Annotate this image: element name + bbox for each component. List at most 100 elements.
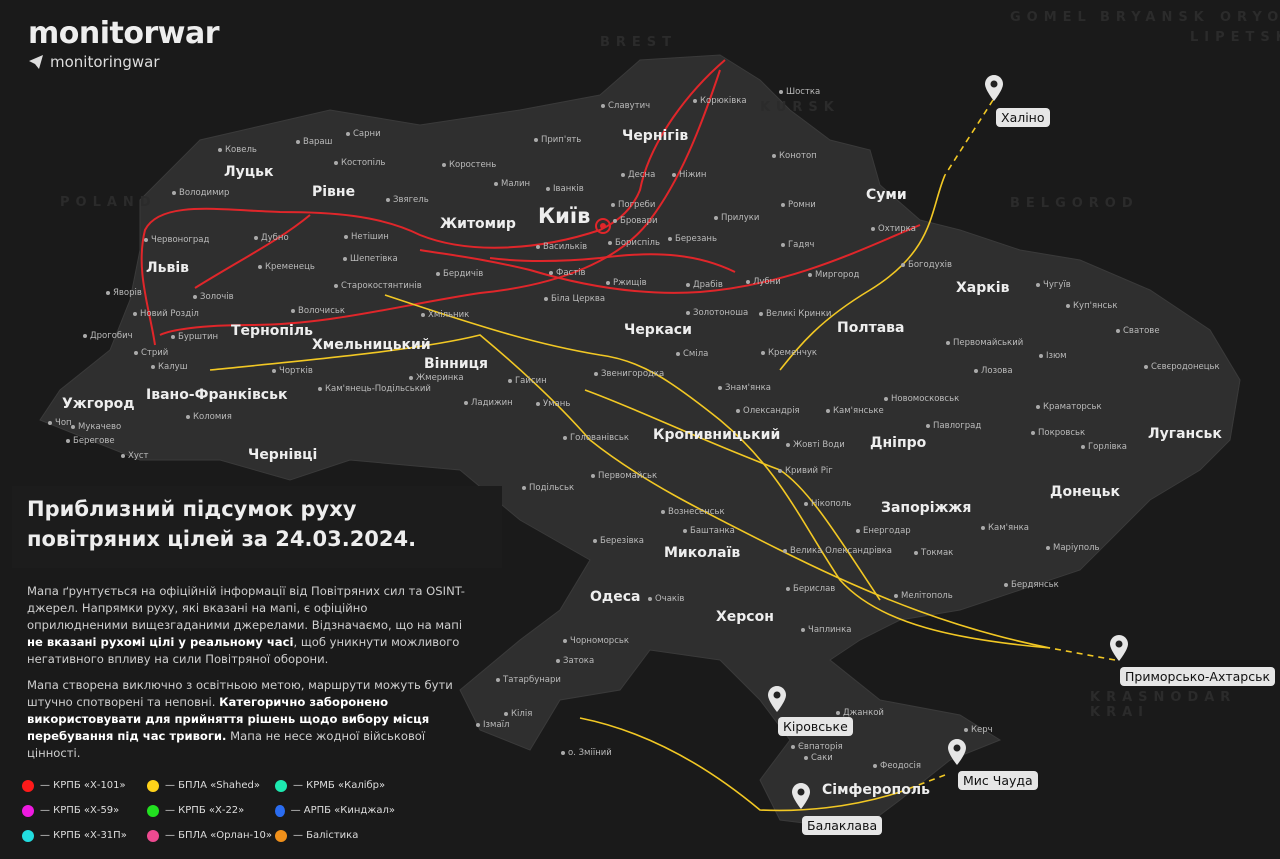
legend-label: — КРПБ «Х-59»: [40, 805, 120, 816]
major-city-label: Чернівці: [248, 447, 318, 463]
city-label: Жовті Води: [786, 440, 845, 450]
city-label: Звенигородка: [594, 369, 664, 379]
city-label: Берислав: [786, 584, 835, 594]
legend-color-dot-icon: [147, 829, 159, 842]
city-label: Волочиськ: [291, 306, 345, 316]
launch-site-label: Кіровське: [778, 717, 853, 736]
shahed-route: [779, 174, 946, 371]
major-city-label: Суми: [866, 187, 907, 203]
city-label: Березань: [668, 234, 717, 244]
city-label: Великі Кринки: [759, 309, 831, 319]
major-city-label: Кропивницький: [653, 427, 781, 443]
city-label: Лубни: [746, 277, 781, 287]
city-label: Коломия: [186, 412, 232, 422]
city-label: Прип'ять: [534, 135, 581, 145]
city-label: Новий Розділ: [133, 309, 199, 319]
city-label: Славутич: [601, 101, 650, 111]
launch-site-label: Приморсько-Ахтарськ: [1120, 667, 1276, 686]
shahed-route-dashed: [899, 774, 946, 793]
city-label: Старокостянтинів: [334, 281, 422, 291]
city-label: Мелітополь: [894, 591, 953, 601]
shahed-route: [209, 334, 1051, 649]
legend-label: — КРПБ «Х-31П»: [40, 830, 127, 841]
city-label: Вознесенськ: [661, 507, 725, 517]
city-label: Первомайськ: [591, 471, 657, 481]
city-label: Подільськ: [522, 483, 574, 493]
telegram-handle: monitoringwar: [50, 53, 160, 71]
x101-route: [194, 214, 311, 289]
legend-label: — Балістика: [293, 830, 359, 841]
legend-color-dot-icon: [147, 804, 159, 817]
city-label: Мукачево: [71, 422, 121, 432]
legend-item: — КРМБ «Калібр»: [275, 779, 395, 792]
legend-item: — КРПБ «Х-22»: [147, 804, 275, 817]
map-pin-icon: [948, 739, 966, 765]
city-label: Затока: [556, 656, 594, 666]
city-label: Володимир: [172, 188, 229, 198]
logo: monitorwar monitoringwar: [28, 16, 220, 71]
region-label: GOMEL: [1010, 10, 1092, 25]
major-city-label: Миколаїв: [664, 545, 741, 561]
major-city-label: Київ: [538, 204, 591, 228]
legend-item: — АРПБ «Кинджал»: [275, 804, 395, 817]
city-label: Хмільник: [421, 310, 469, 320]
city-label: Бердичів: [436, 269, 483, 279]
city-label: Кам'янець-Подільський: [318, 384, 431, 394]
telegram-link[interactable]: monitoringwar: [28, 53, 219, 71]
legend-label: — АРПБ «Кинджал»: [290, 805, 395, 816]
map-pin-icon: [1110, 635, 1128, 661]
x101-route: [489, 253, 736, 273]
legend-color-dot-icon: [22, 829, 34, 842]
city-label: Богодухів: [901, 260, 952, 270]
city-label: Сарни: [346, 129, 381, 139]
major-city-label: Тернопіль: [231, 323, 313, 339]
major-city-label: Харків: [956, 280, 1010, 296]
legend-row: — КРПБ «Х-101» — БПЛА «Shahed» — КРМБ «Кал…: [22, 773, 395, 798]
city-label: Погреби: [611, 200, 655, 210]
launch-site-label: Халіно: [996, 108, 1050, 127]
legend-color-dot-icon: [275, 779, 287, 792]
city-label: Фастів: [549, 268, 586, 278]
legend-row: — КРПБ «Х-31П» — БПЛА «Орлан-10» — Балісти…: [22, 823, 395, 848]
city-label: Прилуки: [714, 213, 759, 223]
x101-routes: [140, 59, 921, 346]
city-label: Бердянськ: [1004, 580, 1059, 590]
city-label: Іванків: [546, 184, 584, 194]
city-label: Павлоград: [926, 421, 981, 431]
city-label: Ізмаїл: [476, 720, 509, 730]
major-city-label: Полтава: [837, 320, 905, 336]
city-label: Ковель: [218, 145, 257, 155]
city-label: Біла Церква: [544, 294, 605, 304]
city-label: Жмеринка: [409, 373, 464, 383]
city-label: Велика Олександрівка: [783, 546, 892, 556]
major-city-label: Донецьк: [1050, 484, 1120, 500]
city-label: Гайсин: [508, 376, 547, 386]
city-label: Євпаторія: [791, 742, 843, 752]
city-label: Конотоп: [772, 151, 817, 161]
title-box: Приблизний підсумок руху повітряних ціле…: [12, 486, 502, 568]
city-label: Ладижин: [464, 398, 513, 408]
city-label: Яворів: [106, 288, 142, 298]
city-label: Енергодар: [856, 526, 911, 536]
major-city-label: Хмельницький: [312, 337, 431, 353]
map-pin-icon: [768, 686, 786, 712]
city-label: Ніжин: [672, 170, 707, 180]
major-city-label: Ужгород: [62, 396, 135, 412]
shahed-routes: [209, 99, 1116, 812]
city-label: Червоноград: [144, 235, 209, 245]
x101-route: [140, 59, 726, 346]
region-label: KRASNODAR KRAI: [1090, 690, 1237, 720]
legend-item: — БПЛА «Орлан-10»: [147, 829, 275, 842]
legend: — КРПБ «Х-101» — БПЛА «Shahed» — КРМБ «Кал…: [22, 773, 395, 848]
legend-item: — Балістика: [275, 829, 395, 842]
major-city-label: Херсон: [716, 609, 774, 625]
legend-label: — БПЛА «Shahed»: [165, 780, 260, 791]
city-label: Золочів: [193, 292, 234, 302]
city-label: Корюківка: [693, 96, 747, 106]
city-label: Сватове: [1116, 326, 1160, 336]
major-city-label: Сімферополь: [822, 782, 930, 798]
map-pin-icon: [792, 783, 810, 809]
city-label: Джанкой: [836, 708, 884, 718]
legend-color-dot-icon: [275, 804, 285, 817]
